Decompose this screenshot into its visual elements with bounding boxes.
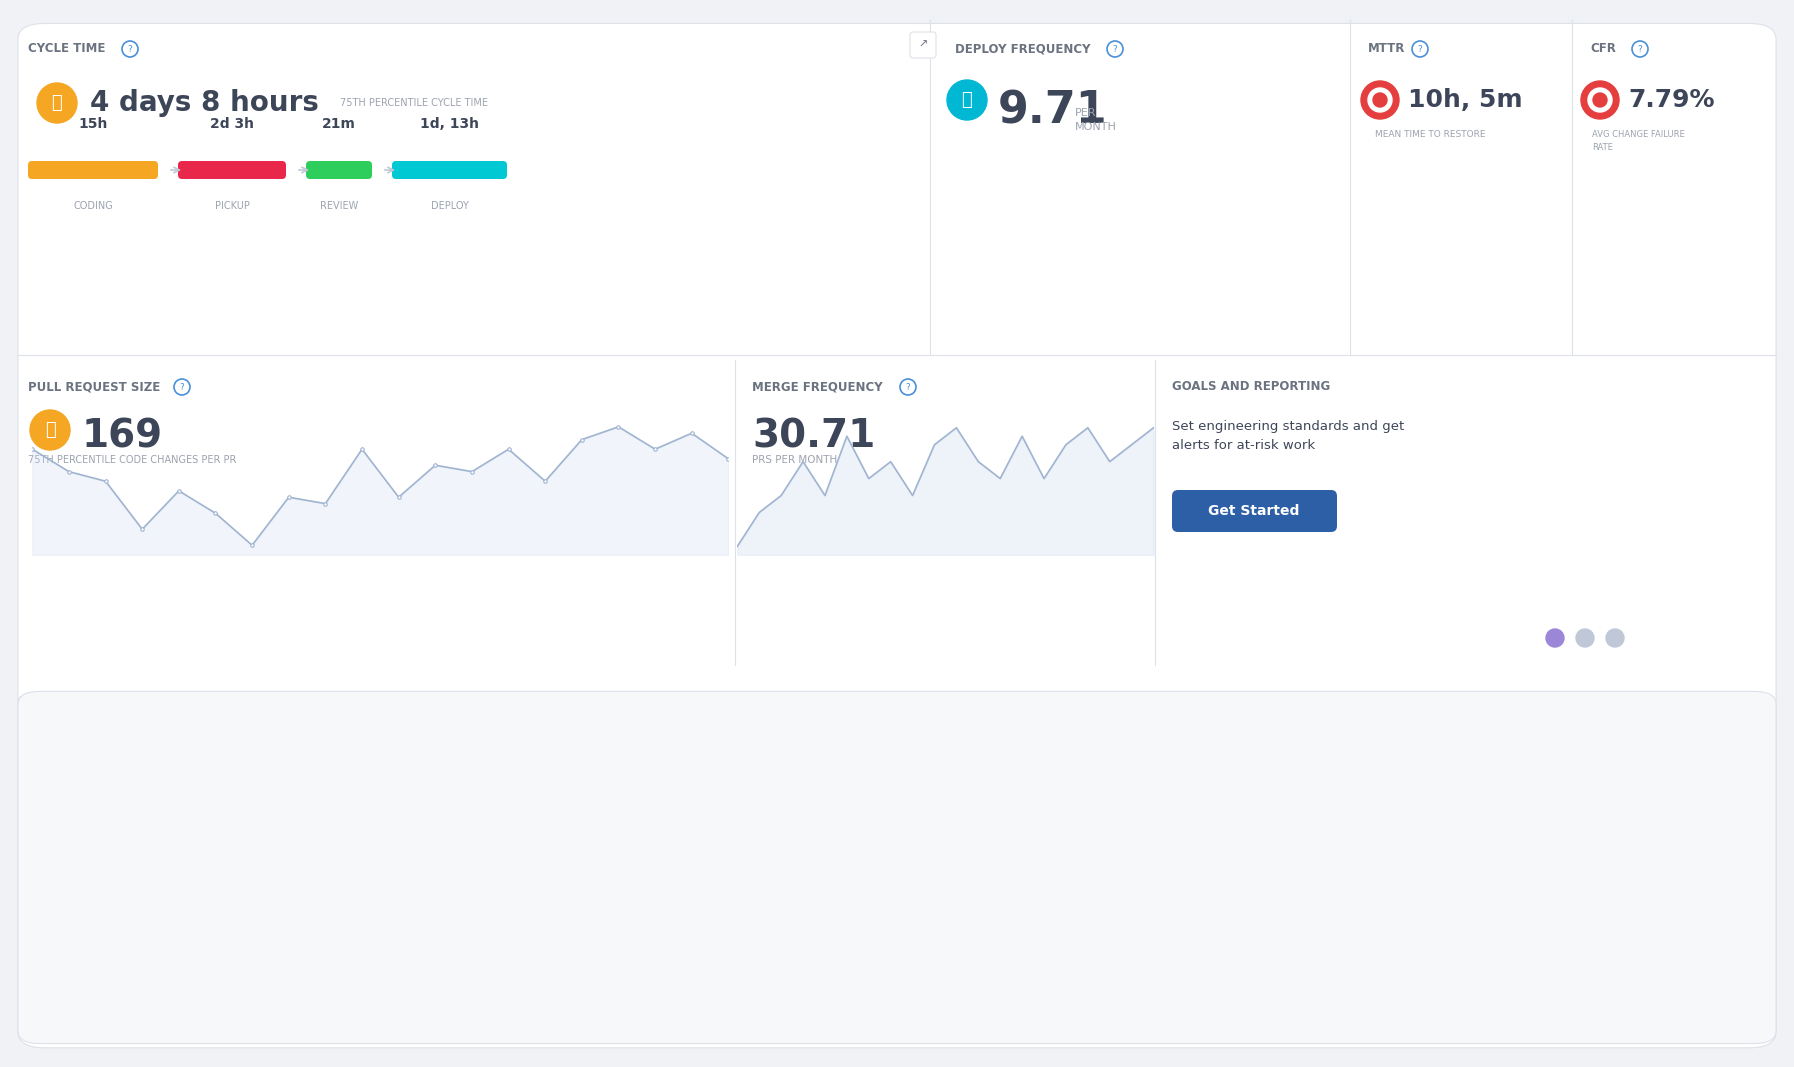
FancyBboxPatch shape bbox=[1171, 490, 1337, 532]
FancyBboxPatch shape bbox=[910, 32, 936, 58]
Text: Coding time: Coding time bbox=[127, 826, 199, 837]
Text: PULL REQUEST SIZE: PULL REQUEST SIZE bbox=[29, 380, 160, 393]
Circle shape bbox=[1546, 630, 1564, 647]
Circle shape bbox=[1372, 93, 1387, 107]
Text: MTTR: MTTR bbox=[1369, 42, 1405, 55]
Text: 10h, 5m: 10h, 5m bbox=[1408, 87, 1523, 112]
FancyBboxPatch shape bbox=[178, 161, 285, 179]
Text: - The rate at which new code deployments result in failures.: - The rate at which new code deployments… bbox=[231, 912, 549, 922]
Text: AVG CHANGE FAILURE: AVG CHANGE FAILURE bbox=[1591, 130, 1685, 139]
Text: Cycle Time: Cycle Time bbox=[108, 808, 170, 818]
Text: 🤙: 🤙 bbox=[48, 801, 57, 819]
Text: CODING: CODING bbox=[74, 201, 113, 211]
Text: 2d 3h: 2d 3h bbox=[210, 117, 255, 131]
Text: CYCLE TIME: CYCLE TIME bbox=[29, 42, 106, 55]
Text: DEPLOY: DEPLOY bbox=[431, 201, 468, 211]
Text: Deployment Frequency: Deployment Frequency bbox=[108, 896, 242, 906]
FancyBboxPatch shape bbox=[18, 695, 88, 835]
Text: ?: ? bbox=[1112, 45, 1118, 53]
Text: – Pickup time is the time between a pull request being opened and code review be: – Pickup time is the time between a pull… bbox=[185, 842, 662, 853]
FancyBboxPatch shape bbox=[393, 161, 508, 179]
Text: •: • bbox=[118, 826, 124, 837]
Text: 30.71: 30.71 bbox=[752, 418, 875, 456]
Text: 4 days 8 hours: 4 days 8 hours bbox=[90, 89, 319, 117]
Text: ?: ? bbox=[1638, 45, 1642, 53]
Text: REVIEW: REVIEW bbox=[319, 201, 359, 211]
Text: WHAT IS DORA?: WHAT IS DORA? bbox=[108, 718, 212, 731]
Text: MEAN TIME TO RESTORE: MEAN TIME TO RESTORE bbox=[1374, 130, 1485, 139]
Text: Review time: Review time bbox=[127, 858, 201, 867]
Text: HOW DO I USE THESE METRICS?: HOW DO I USE THESE METRICS? bbox=[242, 718, 432, 731]
Text: 21m: 21m bbox=[323, 117, 355, 131]
Text: Mean Time to Restore (MTTR): Mean Time to Restore (MTTR) bbox=[108, 928, 283, 938]
Circle shape bbox=[1575, 630, 1595, 647]
Text: 75TH PERCENTILE CODE CHANGES PER PR: 75TH PERCENTILE CODE CHANGES PER PR bbox=[29, 455, 237, 465]
Text: 169: 169 bbox=[83, 418, 163, 456]
Text: ⏱: ⏱ bbox=[45, 421, 56, 439]
Text: 9.71: 9.71 bbox=[997, 90, 1107, 133]
Text: •: • bbox=[118, 858, 124, 867]
Text: •: • bbox=[118, 842, 124, 853]
Text: 75TH PERCENTILE CYCLE TIME: 75TH PERCENTILE CYCLE TIME bbox=[341, 98, 488, 108]
Text: PRS PER MONTH: PRS PER MONTH bbox=[752, 455, 838, 465]
Text: The DevOps Research and Assessment (DORA) metrics are quantifiable data points o: The DevOps Research and Assessment (DORA… bbox=[108, 760, 1136, 770]
Text: – Coding time is the time spent by an individual contributor writing the necessa: – Coding time is the time spent by an in… bbox=[185, 826, 823, 837]
Text: Time to deploy: Time to deploy bbox=[127, 874, 215, 883]
Text: ↗: ↗ bbox=[919, 39, 927, 50]
Text: – Time to deploy is the time i takes from merging the code change to its release: – Time to deploy is the time i takes fro… bbox=[199, 874, 696, 883]
Text: GOALS AND REPORTING: GOALS AND REPORTING bbox=[1171, 380, 1329, 393]
Circle shape bbox=[1369, 87, 1392, 112]
FancyBboxPatch shape bbox=[307, 161, 371, 179]
Text: – Review time is the time between initial code review and a pull request being a: – Review time is the time between initia… bbox=[185, 858, 917, 867]
Text: MERGE FREQUENCY: MERGE FREQUENCY bbox=[752, 380, 883, 393]
Circle shape bbox=[947, 80, 987, 120]
Text: ⏱: ⏱ bbox=[52, 94, 63, 112]
Text: Pickup time: Pickup time bbox=[127, 842, 197, 853]
Text: PICKUP: PICKUP bbox=[215, 201, 249, 211]
Text: PER: PER bbox=[1075, 108, 1096, 118]
Text: WHAT ELSE CAN I DO?: WHAT ELSE CAN I DO? bbox=[490, 718, 621, 731]
Text: stakeholders. The primary DORA metrics are:: stakeholders. The primary DORA metrics a… bbox=[108, 776, 344, 786]
Text: MONTH: MONTH bbox=[1075, 122, 1118, 132]
Text: ?: ? bbox=[906, 382, 910, 392]
Text: 1d, 13h: 1d, 13h bbox=[420, 117, 479, 131]
Circle shape bbox=[1606, 630, 1624, 647]
Circle shape bbox=[1362, 81, 1399, 120]
Circle shape bbox=[1588, 87, 1613, 112]
Text: 👍: 👍 bbox=[962, 91, 972, 109]
Text: 15h: 15h bbox=[79, 117, 108, 131]
Text: Get Started: Get Started bbox=[1209, 504, 1299, 517]
Text: 😎: 😎 bbox=[38, 750, 68, 780]
Circle shape bbox=[1581, 81, 1618, 120]
Text: 7.79%: 7.79% bbox=[1627, 87, 1715, 112]
Circle shape bbox=[38, 83, 77, 123]
FancyBboxPatch shape bbox=[29, 161, 158, 179]
Text: ?: ? bbox=[1417, 45, 1423, 53]
Text: Change Failure Rate (CFR): Change Failure Rate (CFR) bbox=[108, 912, 262, 922]
Text: - The average time it takes your team to resolve incidents in production.: - The average time it takes your team to… bbox=[242, 928, 624, 938]
Circle shape bbox=[1593, 93, 1607, 107]
Circle shape bbox=[30, 410, 70, 450]
Text: RATE: RATE bbox=[1591, 143, 1613, 152]
Text: ?: ? bbox=[127, 45, 133, 53]
Text: - How often your team successfully deploys code to production within a specific : - How often your team successfully deplo… bbox=[206, 896, 689, 906]
Text: CFR: CFR bbox=[1589, 42, 1616, 55]
Text: - The time it takes from an engineer starting a task to the related code being d: - The time it takes from an engineer sta… bbox=[185, 808, 942, 818]
Text: •: • bbox=[118, 874, 124, 883]
Text: DEPLOY FREQUENCY: DEPLOY FREQUENCY bbox=[954, 42, 1091, 55]
Text: Set engineering standards and get
alerts for at-risk work: Set engineering standards and get alerts… bbox=[1171, 420, 1405, 452]
Text: ?: ? bbox=[179, 382, 185, 392]
